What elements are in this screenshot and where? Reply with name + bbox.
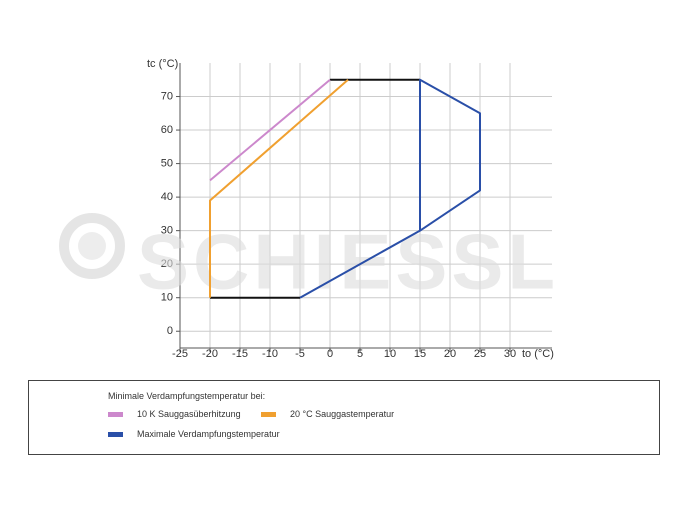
watermark: SCHIESSL — [137, 218, 559, 306]
y-axis-label: tc (°C) — [147, 58, 178, 70]
x-tick-label: -10 — [262, 348, 278, 360]
legend-label: Maximale Verdampfungstemperatur — [137, 429, 280, 439]
y-tick-label: 30 — [161, 225, 173, 237]
legend-swatch — [108, 411, 123, 417]
x-tick-label: 20 — [444, 348, 456, 360]
legend-item: 10 K Sauggasüberhitzung — [108, 409, 241, 419]
x-axis-label: to (°C) — [522, 348, 554, 360]
series-line — [209, 78, 331, 182]
watermark-logo — [59, 213, 125, 279]
y-tick-label: 60 — [161, 124, 173, 136]
y-tick-label: 40 — [161, 191, 173, 203]
y-tick-label: 10 — [161, 292, 173, 304]
x-tick-label: 15 — [414, 348, 426, 360]
legend-label: 20 °C Sauggastemperatur — [290, 409, 395, 419]
x-tick-label: -15 — [232, 348, 248, 360]
series-line — [209, 79, 349, 298]
x-tick-label: 10 — [384, 348, 396, 360]
legend-item: 20 °C Sauggastemperatur — [261, 409, 394, 419]
x-tick-label: 30 — [504, 348, 516, 360]
x-tick-label: -20 — [202, 348, 218, 360]
legend-swatch — [261, 411, 276, 417]
legend-item: Maximale Verdampfungstemperatur — [108, 429, 280, 439]
x-tick-label: 5 — [357, 348, 363, 360]
x-tick-label: -5 — [295, 348, 305, 360]
series-line — [210, 78, 420, 299]
y-tick-label: 0 — [167, 325, 173, 337]
y-tick-label: 70 — [161, 90, 173, 102]
chart: 0 10 20 30 40 50 60 70 -25 -20 -15 -10 -5 0 5 10 15 20 25 3… — [59, 58, 559, 360]
x-tick-label: -25 — [172, 348, 188, 360]
legend-title: Minimale Verdampfungstemperatur bei: — [108, 391, 266, 401]
legend-label: 10 K Sauggasüberhitzung — [137, 409, 241, 419]
x-tick-label: 0 — [327, 348, 333, 360]
legend-swatch — [108, 431, 123, 437]
legend: Minimale Verdampfungstemperatur bei: 10 … — [28, 380, 660, 455]
y-tick-label: 20 — [161, 258, 173, 270]
series-line — [299, 78, 481, 299]
y-tick-label: 50 — [161, 157, 173, 169]
x-tick-label: 25 — [474, 348, 486, 360]
